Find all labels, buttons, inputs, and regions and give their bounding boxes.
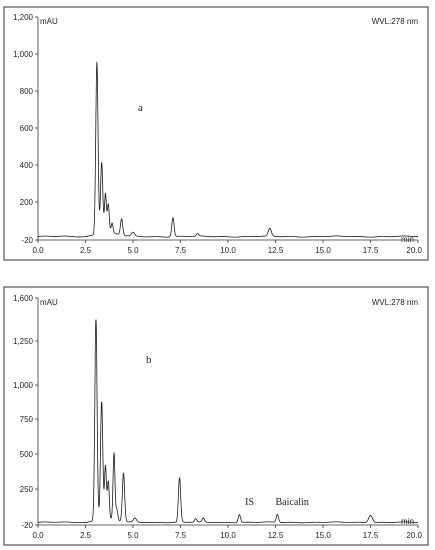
x-tick-label: 17.5 (363, 531, 379, 540)
x-tick-label: 0.0 (32, 531, 44, 540)
x-tick-label: 15.0 (315, 531, 331, 540)
chromatogram-trace (37, 319, 418, 524)
panel-frame (3, 6, 429, 261)
x-tick-label: 2.5 (80, 531, 92, 540)
y-tick-label: 1,600 (13, 294, 34, 303)
panel-label: b (146, 354, 152, 366)
x-tick-label: 20.0 (406, 531, 422, 540)
x-tick-label: 12.5 (268, 531, 284, 540)
y-tick-label: 200 (20, 198, 34, 207)
panel-frame (3, 286, 429, 546)
y-tick-label: -20 (21, 236, 33, 245)
x-tick-label: 5.0 (127, 246, 139, 255)
y-tick-label: -20 (21, 521, 33, 530)
x-tick-label: 17.5 (363, 246, 379, 255)
wavelength-label: WVL:278 nm (372, 17, 419, 26)
y-unit-label: mAU (40, 298, 58, 307)
x-tick-label: 10.0 (220, 531, 236, 540)
x-unit-label: min (401, 517, 414, 526)
chromatogram-trace (37, 61, 419, 238)
x-tick-label: 2.5 (80, 246, 92, 255)
x-tick-label: 7.5 (175, 531, 187, 540)
annotation-baicalin: Baicalin (276, 497, 309, 508)
y-tick-label: 1,000 (13, 381, 34, 390)
x-tick-label: 7.5 (175, 246, 187, 255)
y-tick-label: 750 (20, 415, 34, 424)
x-tick-label: 20.0 (406, 246, 422, 255)
x-unit-label: min (401, 235, 414, 244)
annotation-is: IS (245, 497, 254, 508)
y-tick-label: 500 (20, 450, 34, 459)
chromatogram-panel-b: mAU WVL:278 nm b min 1,600 1,250 1,000 750 5… (3, 286, 429, 546)
y-tick-label: 400 (20, 161, 34, 170)
y-tick-label: 600 (20, 124, 34, 133)
y-tick-label: 1,250 (13, 337, 34, 346)
x-tick-label: 10.0 (220, 246, 236, 255)
y-tick-label: 1,000 (13, 50, 34, 59)
x-tick-label: 0.0 (32, 246, 44, 255)
y-tick-label: 800 (20, 87, 34, 96)
y-unit-label: mAU (40, 17, 58, 26)
panel-label: a (138, 102, 143, 114)
chromatogram-panel-a: mAU WVL:278 nm a min 1,200 1,000 800 600 400… (3, 6, 429, 261)
x-tick-label: 15.0 (315, 246, 331, 255)
y-tick-label: 250 (20, 485, 34, 494)
wavelength-label: WVL:278 nm (372, 298, 419, 307)
x-tick-label: 12.5 (268, 246, 284, 255)
y-tick-label: 1,200 (13, 13, 34, 22)
x-tick-label: 5.0 (127, 531, 139, 540)
